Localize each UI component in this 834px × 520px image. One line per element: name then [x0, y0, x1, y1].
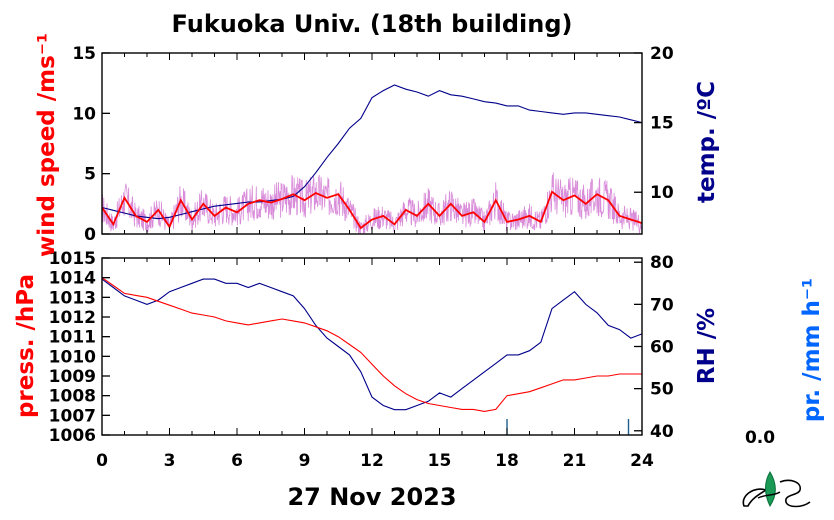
chart-element: 0 5 10 15 10 15 20 — [72, 44, 674, 245]
x-tick-label: 0 — [96, 451, 108, 471]
chart-element — [742, 488, 768, 507]
x-tick-label: 6 — [231, 451, 243, 471]
precipitation-bars — [506, 419, 630, 435]
x-tick-label: 12 — [360, 451, 384, 471]
left-tick-label: 10 — [72, 104, 96, 124]
right-tick-label: 40 — [650, 422, 674, 442]
left-tick-label: 1009 — [49, 367, 96, 387]
right-tick-label: 80 — [650, 253, 674, 273]
right-tick-label: 60 — [650, 338, 674, 358]
left-tick-label: 5 — [84, 165, 96, 185]
right-tick-label: 70 — [650, 295, 674, 315]
bottom-panel-frame — [101, 257, 643, 436]
left-tick-label: 15 — [72, 44, 96, 64]
precip-value: 0.0 — [745, 428, 775, 448]
temp-axis-label: temp. /ºC — [694, 81, 720, 203]
pressure-line — [101, 277, 642, 412]
pressure-axis-label: press. /hPa — [13, 274, 39, 418]
x-tick-label: 9 — [299, 451, 311, 471]
rh-axis-label: RH /% — [694, 308, 720, 384]
x-tick-label: 18 — [495, 451, 519, 471]
right-tick-label: 20 — [650, 44, 674, 64]
chart-element — [765, 471, 776, 507]
left-tick-label: 0 — [84, 225, 96, 245]
left-tick-label: 1012 — [49, 308, 96, 328]
precip-axis-label: pr. /mm h⁻¹ — [799, 278, 825, 422]
wind-speed-line — [101, 190, 643, 230]
left-tick-label: 1006 — [49, 426, 96, 446]
right-tick-label: 10 — [650, 183, 674, 203]
wind-temp-panel: 0 5 10 15 10 15 20 — [72, 44, 674, 245]
x-tick-labels: 0 3 6 9 12 15 18 21 24 — [96, 451, 654, 471]
date-label: 27 Nov 2023 — [287, 483, 456, 511]
left-tick-label: 1008 — [49, 387, 96, 407]
wind-axis-label: wind speed /ms⁻¹ — [34, 33, 60, 257]
left-tick-label: 1015 — [49, 249, 96, 269]
rh-line — [101, 278, 643, 411]
chart-element: 1006100710081009101010111012101310141015… — [49, 249, 674, 446]
left-tick-label: 1013 — [49, 288, 96, 308]
x-tick-label: 15 — [428, 451, 452, 471]
chart-element — [757, 491, 781, 499]
temperature-line — [101, 84, 643, 220]
chart-element — [779, 479, 811, 508]
x-tick-label: 21 — [563, 451, 587, 471]
right-tick-label: 50 — [650, 380, 674, 400]
x-tick-label: 24 — [630, 451, 654, 471]
pressure-rh-panel: 1006100710081009101010111012101310141015… — [49, 249, 674, 446]
x-tick-label: 3 — [164, 451, 176, 471]
chart-title: Fukuoka Univ. (18th building) — [172, 10, 573, 38]
top-panel-frame — [101, 52, 643, 235]
right-tick-label: 15 — [650, 114, 674, 134]
left-tick-label: 1010 — [49, 347, 96, 367]
logo-icon — [742, 471, 811, 508]
left-tick-label: 1011 — [49, 328, 96, 348]
left-tick-label: 1007 — [49, 406, 96, 426]
left-tick-label: 1014 — [49, 269, 96, 289]
